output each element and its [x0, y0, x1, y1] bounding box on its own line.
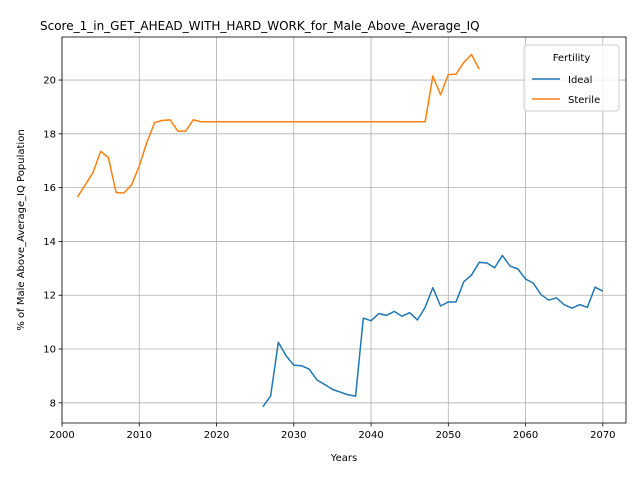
legend-title: Fertility: [553, 53, 591, 64]
y-tick-label: 10: [43, 345, 56, 356]
y-tick-label: 14: [43, 237, 56, 248]
plot-frame: [61, 36, 627, 424]
x-tick-label: 2000: [49, 430, 74, 441]
axis-ticks: 2000 2010 2020 2030 2040 2050 2060 2070 8 10 12 14 1…: [43, 76, 615, 441]
legend: Fertility Ideal Sterile: [523, 44, 620, 112]
series-line-sterile: [76, 53, 480, 198]
legend-box: [523, 44, 620, 112]
x-tick-label: 2010: [127, 430, 152, 441]
grid-lines: [61, 37, 626, 423]
y-tick-label: 8: [50, 398, 56, 409]
x-tick-label: 2050: [436, 430, 461, 441]
legend-label-sterile: Sterile: [568, 95, 600, 106]
chart-title: Score_1_in_GET_AHEAD_WITH_HARD_WORK_for_…: [40, 19, 480, 33]
y-tick-label: 20: [43, 76, 56, 87]
y-tick-label: 18: [43, 129, 56, 140]
x-tick-label: 2040: [358, 430, 383, 441]
y-axis-label: % of Male Above_Average_IQ Population: [16, 129, 27, 330]
y-tick-label: 16: [43, 183, 56, 194]
x-tick-label: 2030: [281, 430, 306, 441]
series-layer: [76, 53, 604, 408]
y-tick-label: 12: [43, 291, 56, 302]
x-tick-label: 2060: [513, 430, 538, 441]
x-axis-label: Years: [330, 453, 357, 464]
x-tick-label: 2070: [590, 430, 615, 441]
legend-label-ideal: Ideal: [568, 75, 592, 86]
x-tick-label: 2020: [204, 430, 229, 441]
series-line-ideal: [262, 254, 604, 408]
